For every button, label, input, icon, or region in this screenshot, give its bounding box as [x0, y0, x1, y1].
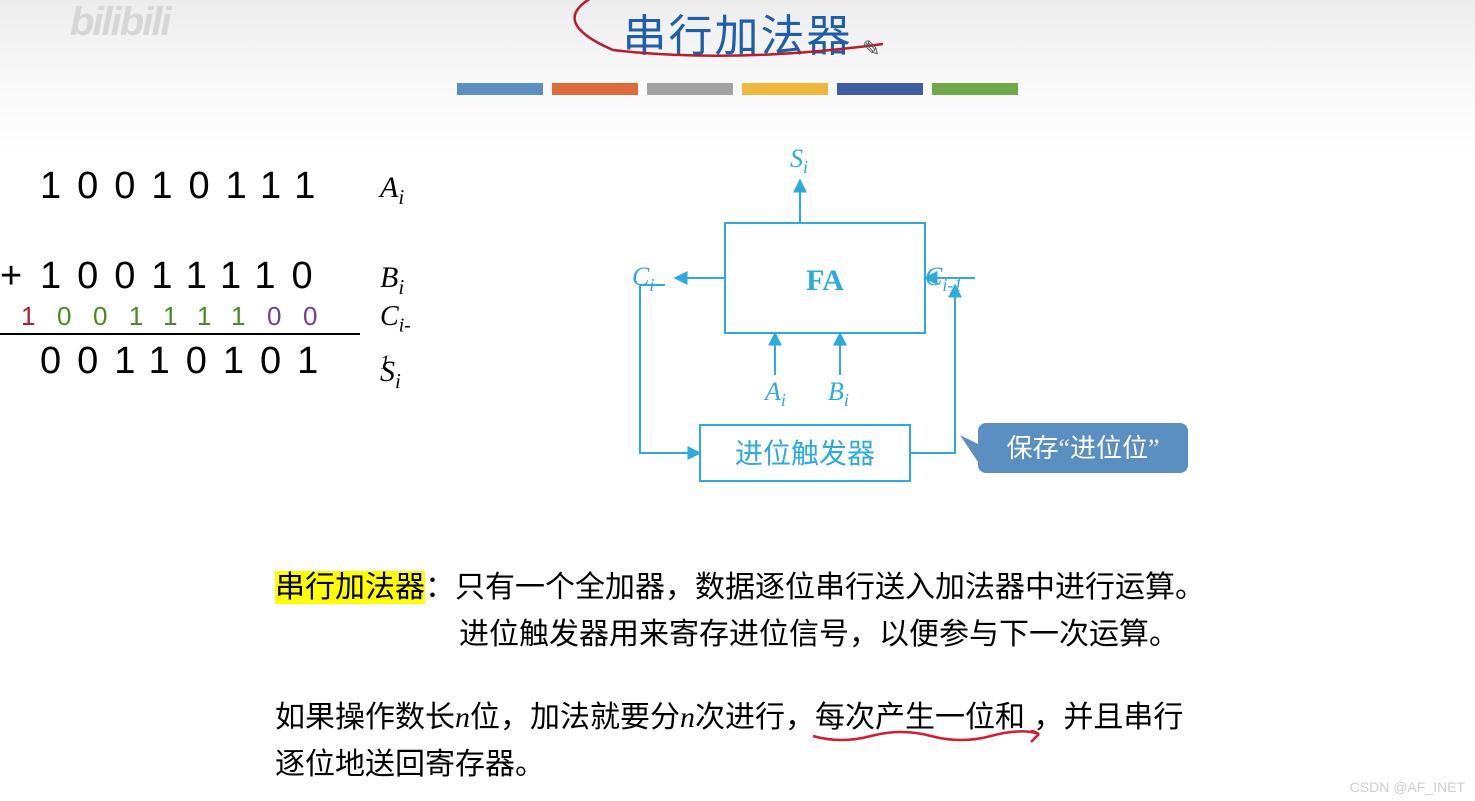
p2-text-1: 如果操作数长 [275, 701, 455, 734]
plus-sign: + [0, 255, 22, 298]
s-label: Si [790, 145, 808, 177]
callout-save-carry: 保存“进位位” [960, 423, 1188, 473]
row-b-label: Bi [380, 261, 404, 300]
pencil-icon: ✎ [862, 36, 880, 62]
colorbar-segment [457, 83, 543, 95]
p2-text-3: 次进行， [695, 701, 815, 734]
cin-label: Ci-1 [925, 262, 962, 295]
colorbar-segment [552, 83, 638, 95]
p2-text-4: ，并且串行 [1033, 701, 1183, 734]
row-carry-digits: 100111100 [21, 301, 339, 332]
colorbar-segment [742, 83, 828, 95]
colorbar-segment [932, 83, 1018, 95]
page-title: 串行加法器 [623, 12, 853, 61]
p1-highlight: 串行加法器 [275, 571, 425, 604]
source-watermark: CSDN @AF_INET [1350, 779, 1465, 795]
decorative-colorbar [0, 82, 1475, 100]
svg-text:保存“进位位”: 保存“进位位” [1006, 434, 1159, 463]
p2-underlined-phrase: 每次产生一位和 [815, 701, 1033, 734]
b-label: Bi [828, 377, 849, 410]
paragraph-2: 如果操作数长n位，加法就要分n次进行，每次产生一位和 ，并且串行 逐位地送回寄存… [275, 695, 1375, 788]
p2-n2: n [680, 701, 695, 734]
row-a-label: Ai [380, 171, 404, 210]
colorbar-segment [837, 83, 923, 95]
cout-label: Ci [632, 262, 654, 295]
p2-text-5: 逐位地送回寄存器。 [275, 748, 545, 781]
addition-hr [0, 333, 360, 335]
paragraph-1: 串行加法器：只有一个全加器，数据逐位串行送入加法器中进行运算。 进位触发器用来寄… [275, 565, 1375, 658]
row-a-digits: 10010111 [40, 165, 331, 208]
p1-text-1: ：只有一个全加器，数据逐位串行送入加法器中进行运算。 [425, 571, 1205, 604]
fa-box-label: FA [806, 264, 844, 297]
wavy-underline-icon [811, 730, 1041, 746]
a-label: Ai [763, 377, 786, 410]
carry-ff-label: 进位触发器 [735, 438, 875, 470]
p2-n1: n [455, 701, 470, 734]
title-area: 串行加法器 ✎ [0, 0, 1475, 64]
colorbar-segment [647, 83, 733, 95]
p2-text-2: 位，加法就要分 [470, 701, 680, 734]
row-s-digits: 00110101 [40, 340, 334, 383]
row-b-digits: 10011110 [40, 255, 329, 298]
p1-text-2: 进位触发器用来寄存进位信号，以便参与下一次运算。 [459, 618, 1179, 651]
fa-diagram: FA Si Ci Ci-1 Ai Bi 进位触发器 保存“进位位” [600, 145, 1220, 505]
row-s-label: Si [380, 355, 401, 394]
